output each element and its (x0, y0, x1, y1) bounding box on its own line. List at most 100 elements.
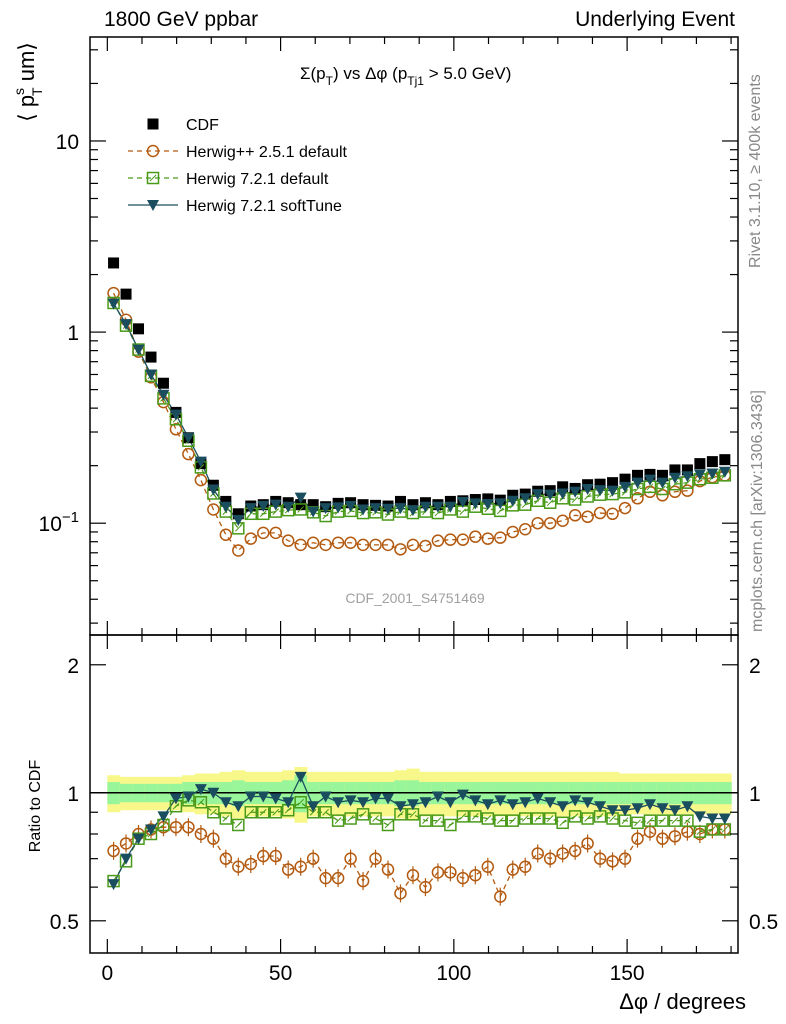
ratio-point-herwig-7-2-1-softtune (519, 797, 532, 809)
ratio-point-herwig-2-5-1-default (406, 868, 420, 882)
point-herwig-7-2-1-softtune (718, 466, 731, 478)
ratio-point-herwig-7-2-1-default-diag (509, 817, 517, 824)
ratio-point-herwig-7-2-1-default-box (344, 812, 357, 825)
ratio-point-herwig-7-2-1-softtune (307, 801, 320, 813)
ratio-point-herwig-7-2-1-default (568, 810, 582, 823)
ratio-point-herwig-2-5-1-default (257, 849, 270, 863)
ratio-point-herwig-2-5-1-default (281, 863, 295, 876)
x-tick-label: 50 (269, 962, 292, 985)
ratio-point-herwig-2-5-1-default (656, 832, 669, 845)
ratio-point-herwig-7-2-1-default (506, 814, 520, 827)
point-herwig-2-5-1-default (606, 507, 619, 521)
ratio-point-herwig-7-2-1-default-diag (559, 819, 567, 827)
point-herwig-2-5-1-default (381, 538, 395, 552)
ratio-point-herwig-7-2-1-default (693, 825, 707, 838)
point-herwig-7-2-1-softtune (382, 503, 395, 515)
point-herwig-2-5-1-default (494, 531, 507, 544)
ratio-point-herwig-7-2-1-default (294, 796, 307, 809)
point-herwig-7-2-1-softtune (594, 485, 607, 497)
point-herwig-7-2-1-softtune (494, 498, 507, 510)
point-cdf (482, 493, 494, 505)
ratio-point-herwig-7-2-1-softtune (332, 797, 345, 809)
legend-entry-cdf: CDF (147, 117, 219, 134)
point-herwig-2-5-1-default (456, 533, 470, 546)
point-herwig-7-2-1-softtune (444, 501, 457, 513)
ratio-point-herwig-7-2-1-softtune (631, 803, 644, 815)
header-right: Underlying Event (575, 8, 735, 31)
point-herwig-7-2-1-softtune (294, 492, 307, 504)
point-herwig-7-2-1-softtune (481, 499, 494, 511)
main-y-tick-label: 10 (56, 131, 79, 154)
ratio-point-herwig-7-2-1-default-box (543, 812, 557, 825)
point-herwig-2-5-1-default (344, 536, 357, 550)
point-herwig-7-2-1-softtune (406, 505, 419, 517)
ratio-point-herwig-2-5-1-default (568, 844, 582, 858)
point-herwig-7-2-1-default-diag (659, 485, 666, 493)
ratio-point-herwig-2-5-1-default (344, 852, 357, 865)
point-herwig-2-5-1-default (681, 484, 694, 497)
ratio-point-herwig-7-2-1-default-diag (210, 808, 217, 816)
point-herwig-7-2-1-softtune (656, 477, 669, 489)
ratio-point-herwig-7-2-1-default (207, 805, 220, 819)
point-herwig-7-2-1-default-diag (521, 501, 529, 509)
ratio-point-herwig-2-5-1-default (631, 832, 644, 845)
ratio-point-herwig-7-2-1-default-diag (596, 813, 604, 820)
point-herwig-7-2-1-softtune (307, 506, 320, 518)
ratio-point-herwig-7-2-1-default (681, 814, 694, 827)
point-cdf (607, 477, 619, 489)
ratio-point-herwig-7-2-1-softtune (294, 771, 307, 783)
point-herwig-7-2-1-softtune (556, 488, 569, 500)
legend-marker-box (146, 171, 160, 185)
point-cdf (307, 499, 319, 511)
ratio-point-herwig-7-2-1-softtune (157, 811, 170, 823)
legend-label: Herwig++ 2.5.1 default (186, 144, 348, 161)
ratio-point-herwig-7-2-1-softtune (406, 799, 419, 811)
ratio-point-herwig-7-2-1-default-box (631, 816, 644, 830)
ratio-point-herwig-7-2-1-default-diag (397, 810, 404, 818)
ratio-point-herwig-7-2-1-default-diag (272, 808, 280, 816)
point-herwig-7-2-1-softtune (357, 504, 370, 516)
ratio-point-herwig-7-2-1-softtune (394, 801, 407, 813)
point-herwig-2-5-1-default (306, 536, 320, 550)
ratio-point-herwig-2-5-1-default (107, 844, 120, 858)
ratio-point-herwig-7-2-1-default-box (656, 814, 669, 827)
ratio-point-herwig-7-2-1-softtune (681, 801, 694, 813)
point-herwig-2-5-1-default (356, 538, 370, 552)
ratio-point-herwig-7-2-1-softtune (656, 803, 669, 815)
ratio-point-herwig-7-2-1-default-diag (696, 828, 704, 836)
ratio-point-herwig-7-2-1-default-box (681, 814, 694, 827)
point-herwig-2-5-1-default (481, 532, 495, 545)
point-herwig-2-5-1-default (194, 473, 208, 487)
ratio-point-herwig-7-2-1-default (469, 810, 482, 823)
point-herwig-7-2-1-softtune (693, 469, 706, 481)
point-cdf (507, 489, 519, 501)
ratio-point-herwig-7-2-1-default-diag (160, 821, 167, 829)
ratio-point-herwig-7-2-1-softtune (419, 797, 432, 809)
ratio-point-herwig-7-2-1-default (381, 818, 395, 832)
legend-entry-herwig-7-2-1-default: Herwig 7.2.1 default (128, 171, 329, 188)
ratio-point-herwig-7-2-1-default (219, 812, 233, 825)
ratio-point-herwig-7-2-1-default-box (456, 810, 470, 823)
point-cdf (444, 495, 456, 507)
chart-title: Σ(pT) vs Δφ (pTj1 > 5.0 GeV) (300, 64, 511, 88)
ratio-point-herwig-7-2-1-softtune (469, 795, 482, 807)
point-cdf (694, 458, 706, 470)
ratio-point-herwig-7-2-1-default (319, 805, 332, 819)
ratio-point-herwig-2-5-1-default (444, 866, 457, 879)
ratio-point-herwig-2-5-1-default (531, 847, 544, 860)
ratio-point-herwig-7-2-1-softtune (718, 813, 731, 825)
ratio-point-herwig-2-5-1-default (593, 852, 607, 865)
ratio-point-herwig-7-2-1-default (543, 812, 557, 825)
ratio-point-herwig-7-2-1-default (444, 818, 457, 832)
point-herwig-7-2-1-default-diag (634, 485, 641, 493)
ratio-point-herwig-2-5-1-default (119, 837, 133, 850)
ratio-point-herwig-7-2-1-default-diag (222, 815, 230, 822)
ratio-point-herwig-7-2-1-default-diag (234, 821, 242, 829)
ratio-point-herwig-7-2-1-default-box (518, 812, 532, 825)
ratio-point-herwig-7-2-1-default (269, 805, 282, 819)
ratio-point-herwig-7-2-1-default-box (319, 805, 332, 819)
ratio-point-herwig-2-5-1-default (232, 860, 245, 874)
legend-marker (146, 144, 160, 158)
x-tick-label: 100 (436, 962, 471, 985)
ratio-point-herwig-2-5-1-default (356, 874, 370, 888)
